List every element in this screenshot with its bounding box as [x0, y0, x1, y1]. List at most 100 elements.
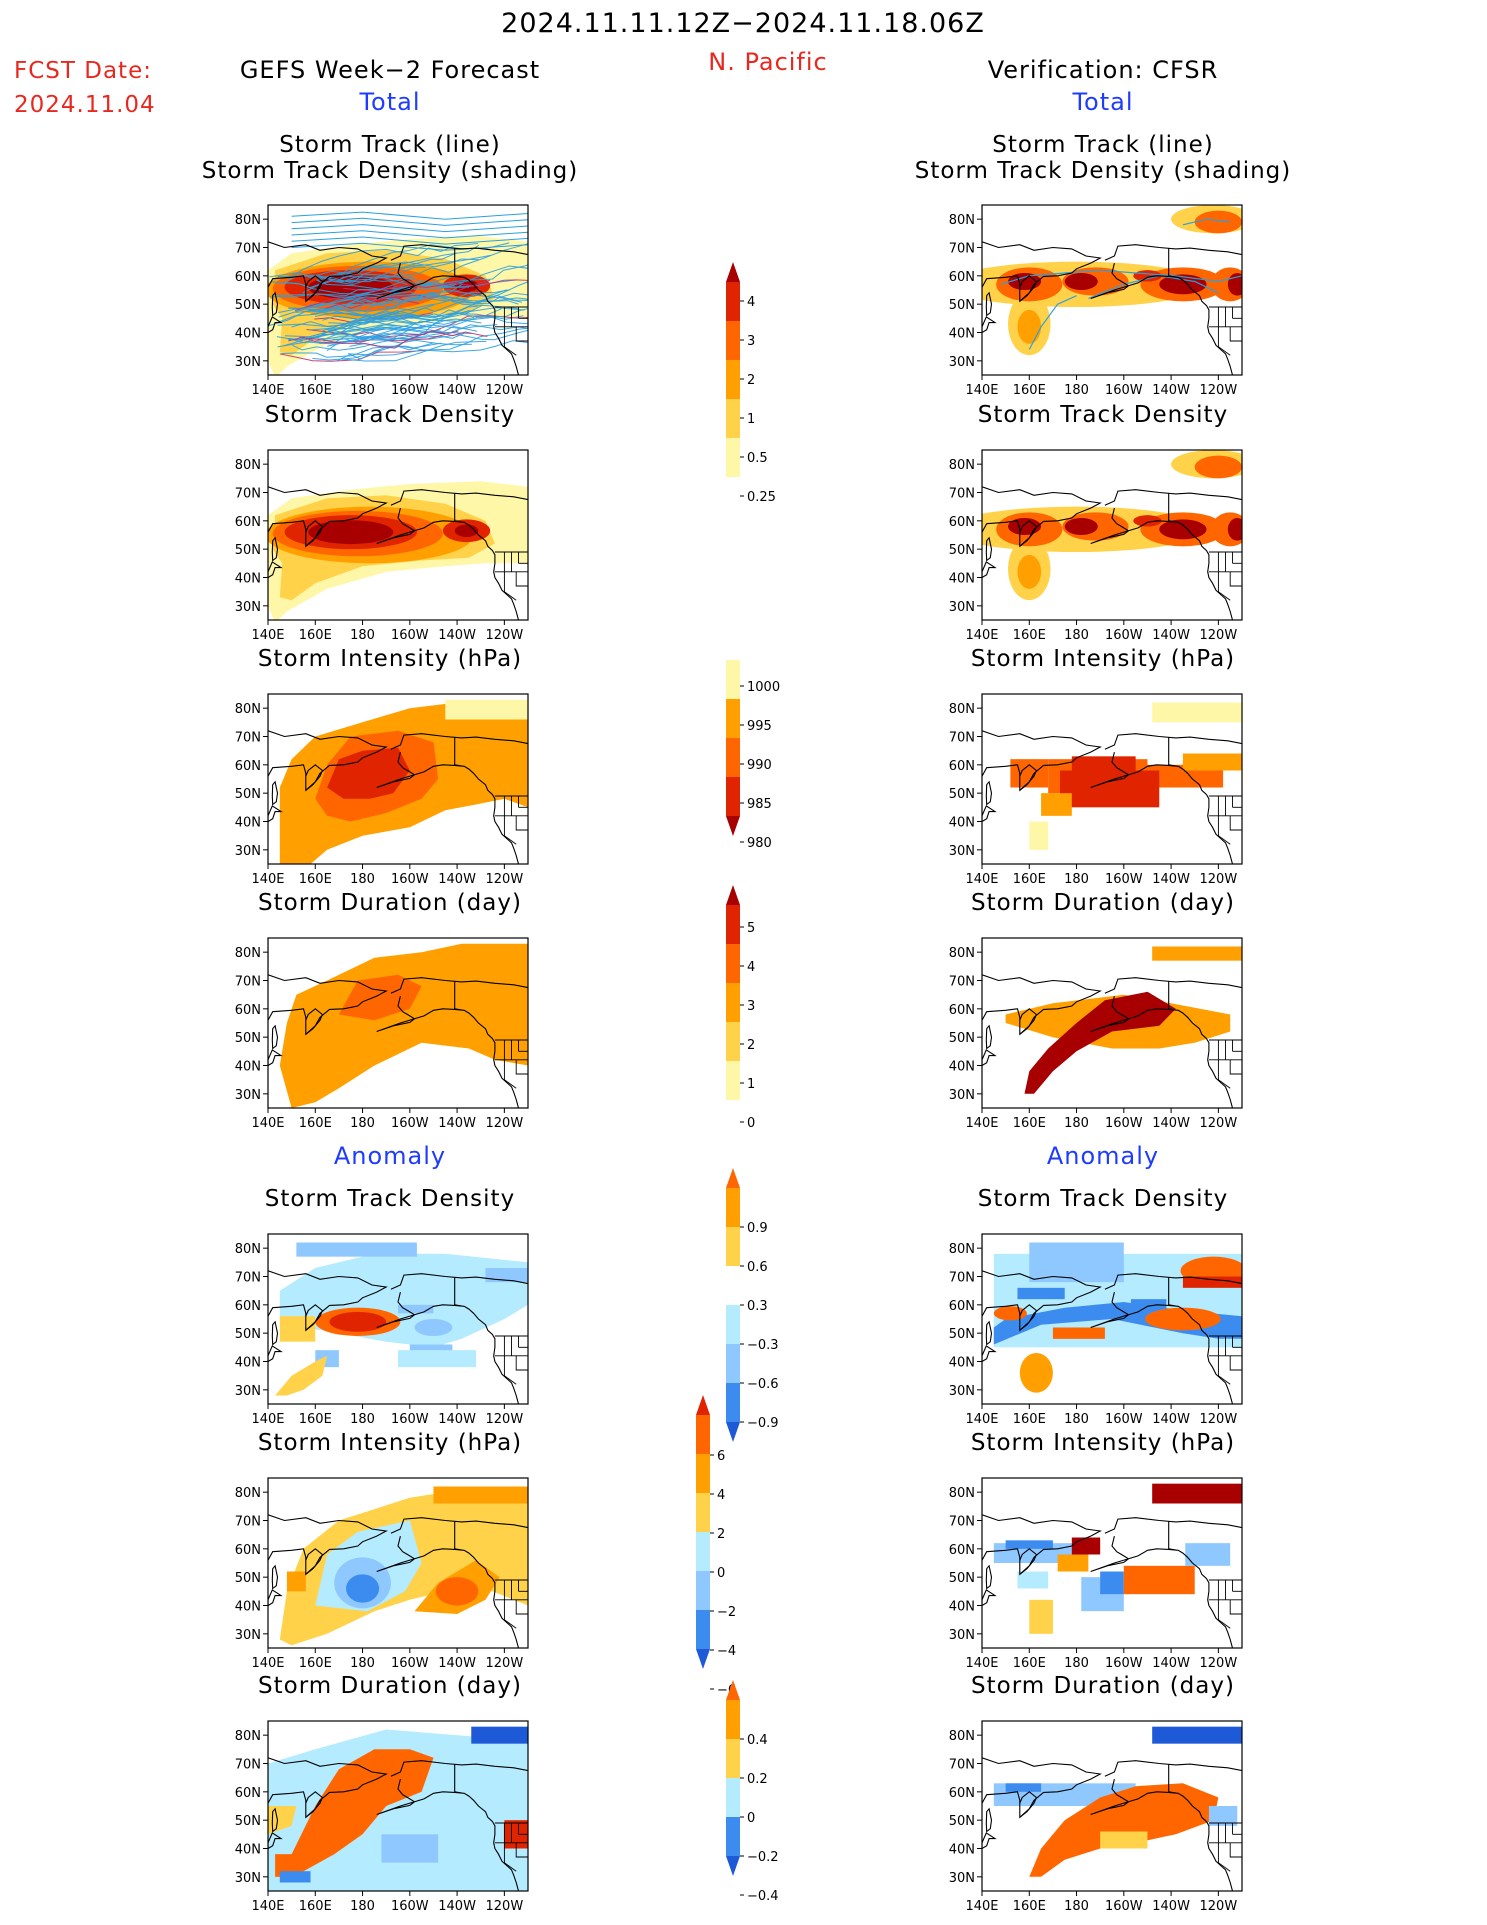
lat-tick-label: 50N	[235, 1327, 261, 1342]
lat-tick-label: 60N	[235, 515, 261, 530]
lon-tick-label: 180	[1064, 1412, 1089, 1427]
lat-tick-label: 50N	[235, 1571, 261, 1586]
right-track-title-1: Storm Track (line)	[992, 132, 1214, 158]
lat-tick-label: 80N	[949, 1486, 975, 1501]
asia-coastline	[982, 1721, 1102, 1819]
storm-track-line	[315, 265, 528, 293]
storm-track-line	[343, 279, 528, 292]
lon-tick-label: 140E	[251, 1116, 284, 1131]
coastlines	[982, 1721, 1242, 1891]
lat-tick-label: 30N	[235, 844, 261, 859]
colorbar-segment	[726, 438, 740, 477]
colorbar-segment	[696, 1415, 710, 1454]
lon-tick-label: 140E	[965, 872, 998, 887]
kamchatka-coastline	[305, 275, 324, 302]
lat-tick-label: 70N	[949, 487, 975, 502]
lat-tick-label: 30N	[949, 844, 975, 859]
coastlines	[268, 450, 528, 620]
storm-track-line	[1182, 218, 1231, 226]
storm-track-line	[309, 264, 528, 306]
lat-tick-label: 70N	[949, 1515, 975, 1530]
lon-tick-label: 140E	[965, 1116, 998, 1131]
alaska-border	[1168, 1277, 1176, 1307]
lon-tick-label: 120W	[486, 383, 524, 398]
lat-tick-label: 70N	[235, 1271, 261, 1286]
kamchatka-coastline	[305, 1548, 324, 1575]
state-border	[503, 1059, 517, 1089]
lat-tick-label: 70N	[949, 975, 975, 990]
colorbar-segment	[726, 1188, 740, 1227]
lon-tick-label: 160E	[299, 628, 332, 643]
lat-tick-label: 50N	[235, 787, 261, 802]
date-range-title: 2024.11.11.12Z−2024.11.18.06Z	[501, 8, 985, 39]
coastlines	[982, 938, 1242, 1108]
storm-track-line	[308, 307, 528, 331]
lat-tick-label: 30N	[235, 1628, 261, 1643]
storm-track-line	[315, 294, 528, 306]
alaska-coastline	[1090, 507, 1234, 620]
right-column-title: Verification: CFSR	[987, 56, 1219, 84]
lat-tick-label: 60N	[235, 270, 261, 285]
lon-tick-label: 140W	[438, 1412, 476, 1427]
lat-tick-label: 70N	[235, 242, 261, 257]
lon-tick-label: 160E	[299, 1412, 332, 1427]
arctic-coastline	[390, 489, 528, 506]
colorbar-label: 0	[747, 1811, 755, 1826]
lon-tick-label: 140E	[965, 628, 998, 643]
left-anomaly-label: Anomaly	[333, 1142, 447, 1170]
storm-track-line	[283, 316, 475, 347]
field-cell	[286, 1571, 306, 1592]
lat-tick-label: 80N	[235, 1486, 261, 1501]
lat-tick-label: 40N	[949, 1843, 975, 1858]
colorbar-label: 1000	[747, 680, 780, 695]
alaska-coastline	[1090, 262, 1234, 375]
lon-tick-label: 140W	[1152, 383, 1190, 398]
lat-tick-label: 70N	[235, 975, 261, 990]
kamchatka-coastline	[1019, 520, 1038, 547]
field-cell	[296, 1242, 417, 1257]
left-anom-density-title: Storm Track Density	[264, 1186, 516, 1212]
map-frame	[981, 1233, 1243, 1405]
colorbar-body: 5 4 3 2 1 0	[726, 885, 755, 1131]
colorbar-label: 0.9	[747, 1221, 768, 1236]
field-cell	[1057, 1554, 1089, 1572]
field-cell	[1005, 1540, 1053, 1549]
field-cell	[471, 1726, 528, 1744]
left-column-title: GEFS Week−2 Forecast	[239, 56, 541, 84]
colorbar-segment	[726, 1227, 740, 1266]
kamchatka-coastline	[305, 764, 324, 791]
field-blob	[308, 520, 394, 545]
colorbar-label: 0	[747, 1116, 755, 1131]
lat-tick-label: 60N	[949, 1299, 975, 1314]
field-region	[279, 943, 528, 1108]
coastlines	[268, 1234, 528, 1404]
colorbar-label: 0.6	[747, 1260, 768, 1275]
cfsr-anom-density-map: 140E 160E 180 160W 140W 120W 80N 70N 60N 50N 40N 30…	[949, 1233, 1243, 1427]
state-border	[1217, 1599, 1231, 1629]
lat-tick-label: 60N	[949, 515, 975, 530]
sakhalin-coastline	[271, 291, 279, 317]
state-border	[1229, 1059, 1242, 1075]
left-anom-intensity-title: Storm Intensity (hPa)	[257, 1430, 523, 1456]
colorbar-top-arrow	[696, 1395, 710, 1415]
colorbar-segment	[726, 738, 740, 777]
state-border	[503, 1599, 517, 1629]
lat-tick-label: 60N	[235, 1003, 261, 1018]
arctic-coastline	[390, 977, 528, 994]
gefs-anom-duration-map: 140E 160E 180 160W 140W 120W 80N 70N 60N 50N 40N 30…	[235, 1720, 529, 1914]
alaska-border	[1168, 248, 1176, 278]
cfsr-anom-intensity-map: 140E 160E 180 160W 140W 120W 80N 70N 60N 50N 40N 30…	[949, 1477, 1243, 1671]
cfsr-duration-map: 140E 160E 180 160W 140W 120W 80N 70N 60N 50N 40N 30…	[949, 937, 1243, 1131]
lat-tick-label: 50N	[235, 1814, 261, 1829]
lat-tick-label: 80N	[949, 1729, 975, 1744]
lat-tick-label: 60N	[949, 270, 975, 285]
lon-tick-label: 140E	[251, 1899, 284, 1914]
lat-tick-label: 50N	[949, 787, 975, 802]
lon-tick-label: 140W	[1152, 1412, 1190, 1427]
lon-tick-label: 160W	[391, 1656, 429, 1671]
track-density-colorbar: 4 3 2 1 0.5 0.25	[726, 262, 776, 505]
field-blob	[1133, 515, 1162, 527]
lon-tick-label: 160W	[391, 1899, 429, 1914]
sakhalin-coastline	[985, 1564, 993, 1590]
